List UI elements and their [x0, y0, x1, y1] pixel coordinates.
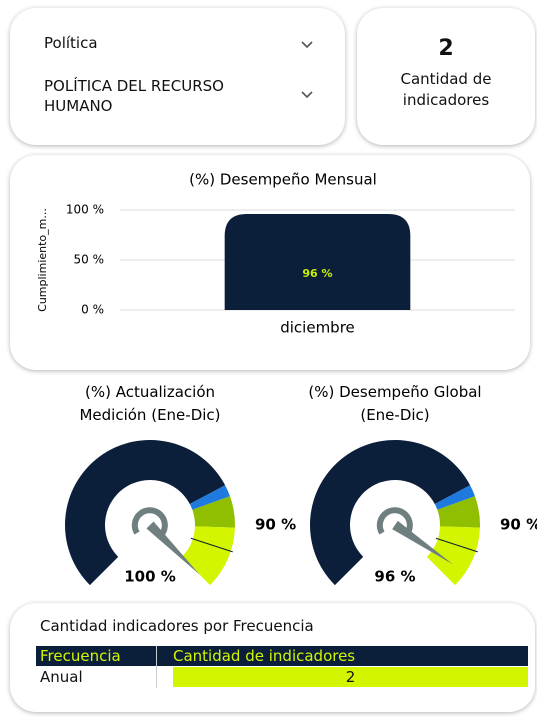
charts: (%) Desempeño Mensual Cumplimiento_m... 0 … — [36, 171, 537, 586]
data-label: 96 % — [302, 267, 332, 280]
bar — [224, 214, 411, 310]
gauge-band — [192, 496, 235, 528]
needle-hub — [376, 507, 413, 536]
y-tick-label: 0 % — [81, 303, 104, 317]
gauge-title: (%) Actualización Medición (Ene-Dic) — [79, 383, 220, 424]
target-label: 90 % — [255, 516, 296, 534]
y-tick-label: 50 % — [74, 253, 105, 267]
target-label: 90 % — [500, 516, 537, 534]
filter-label[interactable]: POLÍTICA DEL RECURSO HUMANO — [44, 77, 224, 115]
gauge-band — [64, 440, 226, 586]
filter-label[interactable]: Política — [44, 34, 98, 52]
chevron[interactable] — [300, 90, 314, 100]
y-axis-label: Cumplimiento_m... — [36, 208, 49, 312]
cell: 2 — [173, 667, 528, 687]
gauge-band — [189, 485, 230, 510]
y-tick-label: 100 % — [66, 203, 104, 217]
header-cell[interactable]: Frecuencia — [36, 646, 157, 666]
table-row: Anual 2 — [36, 666, 528, 688]
table-header: Frecuencia Cantidad de indicadores — [36, 646, 528, 666]
filter-card: Política POLÍTICA DEL RECURSO HUMANO — [10, 8, 345, 145]
kpi-label: Cantidad de indicadores — [400, 70, 492, 109]
chevron[interactable] — [300, 40, 314, 50]
table: Frecuencia Cantidad de indicadores Anual… — [36, 646, 528, 688]
gauge-band — [310, 440, 471, 586]
table-title: Cantidad indicadores por Frecuencia — [40, 617, 314, 635]
cell-wrap: 2 — [157, 666, 528, 688]
cell: Anual — [36, 666, 157, 688]
x-tick-label: diciembre — [280, 319, 355, 337]
needle — [146, 521, 200, 575]
table-card: Cantidad indicadores por Frecuencia Frec… — [10, 603, 535, 712]
chart-title: (%) Desempeño Mensual — [189, 171, 377, 189]
gauge-band — [426, 526, 480, 586]
gauge-value: 100 % — [124, 568, 176, 586]
needle — [392, 520, 453, 565]
gauge-title: (%) Desempeño Global (Ene-Dic) — [308, 383, 481, 424]
header-cell[interactable]: Cantidad de indicadores — [173, 647, 356, 665]
gauge-band — [181, 526, 235, 586]
needle-hub — [131, 507, 168, 536]
gauge-band — [437, 496, 481, 528]
kpi-value: 2 — [438, 36, 454, 61]
target-mark — [190, 537, 233, 553]
gauge-value: 96 % — [374, 568, 415, 586]
gauge-band — [434, 485, 475, 510]
kpi-card: 2 Cantidad de indicadores — [357, 8, 535, 145]
target-mark — [435, 537, 478, 553]
